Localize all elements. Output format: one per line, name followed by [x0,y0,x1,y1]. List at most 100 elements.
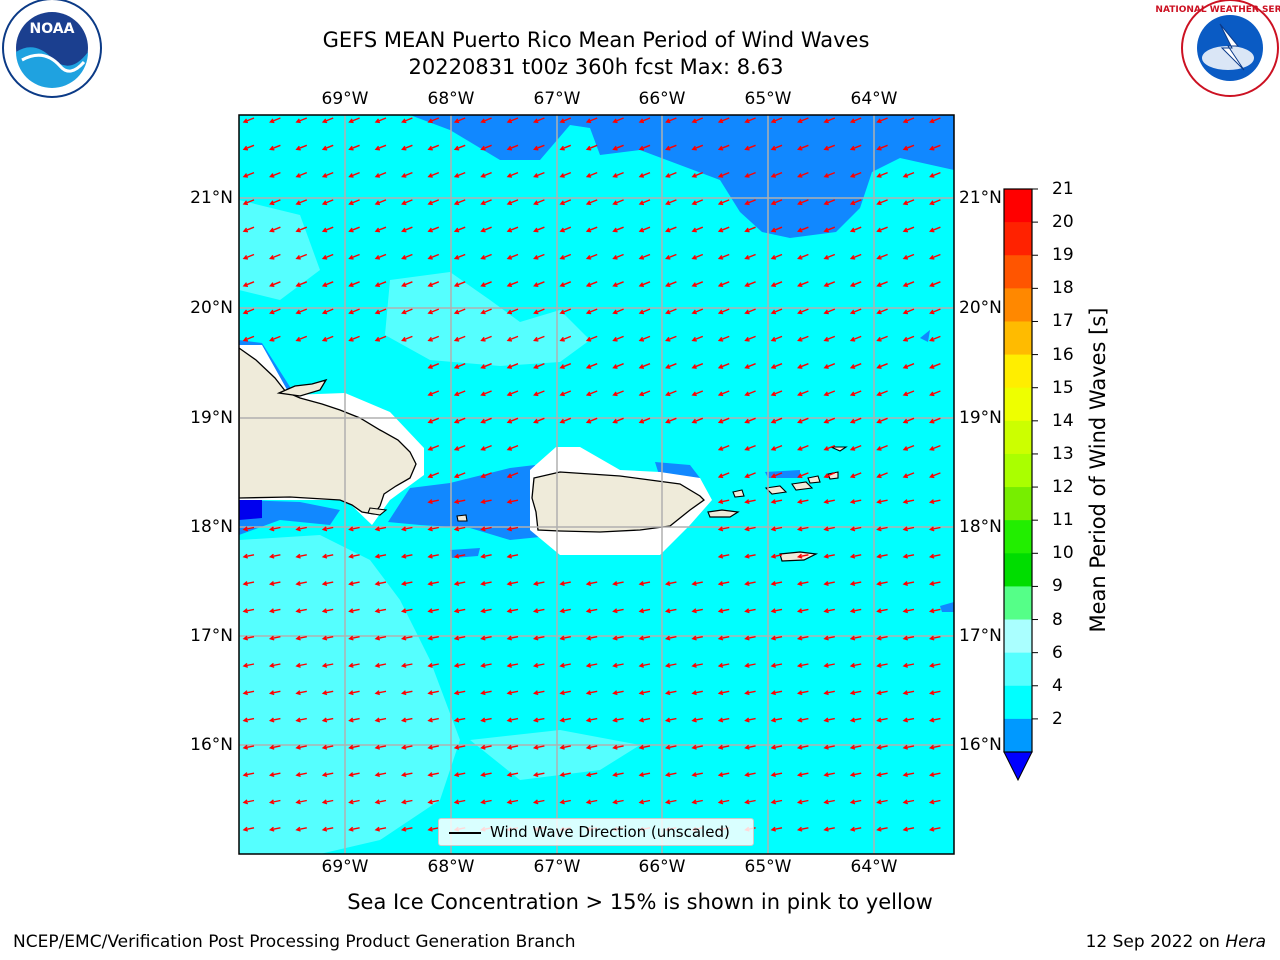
wind-wave-arrow [480,117,492,124]
colorbar-tick-label: 4 [1052,675,1063,696]
wind-wave-arrow [849,580,862,586]
wind-wave-arrow [612,117,624,124]
wind-wave-arrow [770,308,783,315]
wind-wave-arrow [506,253,519,260]
wind-wave-arrow [506,635,519,641]
wind-wave-arrow [268,553,281,559]
wind-wave-arrow [612,335,624,342]
wind-wave-arrow [717,390,730,397]
wind-wave-arrow [268,526,281,532]
wind-wave-arrow [559,662,571,668]
colorbar-segment [1004,553,1032,587]
wind-wave-arrow [533,308,545,315]
wind-wave-arrow [480,608,492,614]
wind-wave-arrow [691,717,703,723]
wind-wave-arrow [612,199,624,206]
wind-wave-arrow [717,144,730,151]
wind-wave-arrow [321,253,334,260]
wind-wave-arrow [559,744,571,750]
wind-wave-arrow [797,171,809,178]
wind-wave-arrow [321,171,334,178]
wind-wave-arrow [929,117,941,124]
wind-wave-arrow [321,553,334,559]
wind-wave-arrow [242,226,255,233]
wind-wave-arrow [533,171,545,178]
gridlines [239,115,954,854]
wind-wave-arrow [876,308,888,315]
colorbar-tick-label: 10 [1052,543,1074,564]
wind-wave-arrow [665,335,677,342]
wind-wave-arrow [321,281,334,287]
wind-wave-arrow [770,635,783,641]
wind-wave-arrow [242,199,255,206]
wind-wave-arrow [374,580,387,586]
wind-wave-arrow [717,226,730,233]
wind-wave-arrow [876,390,888,397]
wind-wave-arrow [770,799,783,805]
wind-wave-arrow [717,608,730,614]
wind-wave-arrow [612,253,624,260]
wind-wave-arrow [638,417,651,424]
wind-wave-arrow [796,608,809,614]
wind-wave-arrow [427,226,440,233]
wind-wave-arrow [929,308,941,315]
wind-wave-arrow [400,580,413,586]
wind-wave-arrow [427,580,439,586]
wind-wave-arrow [744,226,756,233]
wind-wave-arrow [744,117,756,124]
wind-wave-arrow [797,308,809,315]
wind-wave-arrow [717,253,730,260]
wind-wave-arrow [295,526,307,532]
wind-wave-arrow [929,472,941,479]
wind-wave-arrow [664,717,677,723]
wind-wave-arrow [849,553,862,559]
wind-wave-arrow [823,444,836,451]
wind-wave-arrow [638,308,651,315]
wind-wave-arrow [348,171,360,178]
wind-wave-arrow [717,553,730,559]
wind-wave-arrow [797,472,809,479]
wind-wave-arrow [796,662,809,668]
wind-wave-arrow [717,690,730,696]
wind-wave-arrow [717,117,730,124]
wind-wave-arrow [929,226,941,233]
wind-wave-arrow [796,635,809,641]
wind-wave-arrow [902,608,915,614]
wind-wave-arrow [823,499,835,505]
wind-wave-arrow [744,171,756,178]
wind-wave-arrow [348,744,360,750]
wind-wave-arrow [585,417,598,424]
wind-wave-arrow [902,226,915,233]
wind-wave-arrow [374,253,387,260]
wind-wave-arrow [849,253,862,260]
wind-wave-arrow [374,553,387,559]
anegada [830,446,848,452]
wind-wave-arrow [585,772,598,778]
wind-wave-arrow [242,281,255,287]
wind-wave-arrow [876,608,888,614]
wind-wave-arrow [902,799,915,805]
wind-wave-arrow [797,363,809,369]
wind-wave-arrow [374,744,387,750]
wind-wave-arrow [717,662,730,668]
wind-wave-arrow [295,553,307,559]
wind-wave-arrow [348,717,360,723]
st-thomas [764,485,788,495]
wind-wave-arrow [796,717,809,723]
wind-wave-arrow [268,690,281,696]
contour-2-4-hisp-south [239,500,340,535]
wind-wave-arrow [348,335,360,342]
wind-wave-arrow [506,662,519,668]
wind-wave-arrow [823,608,835,614]
wind-wave-arrow [427,144,440,151]
wind-wave-arrow [691,199,704,206]
wind-wave-arrow [321,226,334,233]
wind-wave-arrow [928,662,941,668]
wind-wave-arrow [348,635,360,641]
wind-wave-arrow [770,472,783,479]
wind-wave-arrow [665,253,677,260]
wind-wave-arrow [559,308,572,315]
wind-wave-arrow [268,608,281,614]
wind-wave-arrow [638,199,651,206]
wind-wave-arrow [585,390,598,397]
